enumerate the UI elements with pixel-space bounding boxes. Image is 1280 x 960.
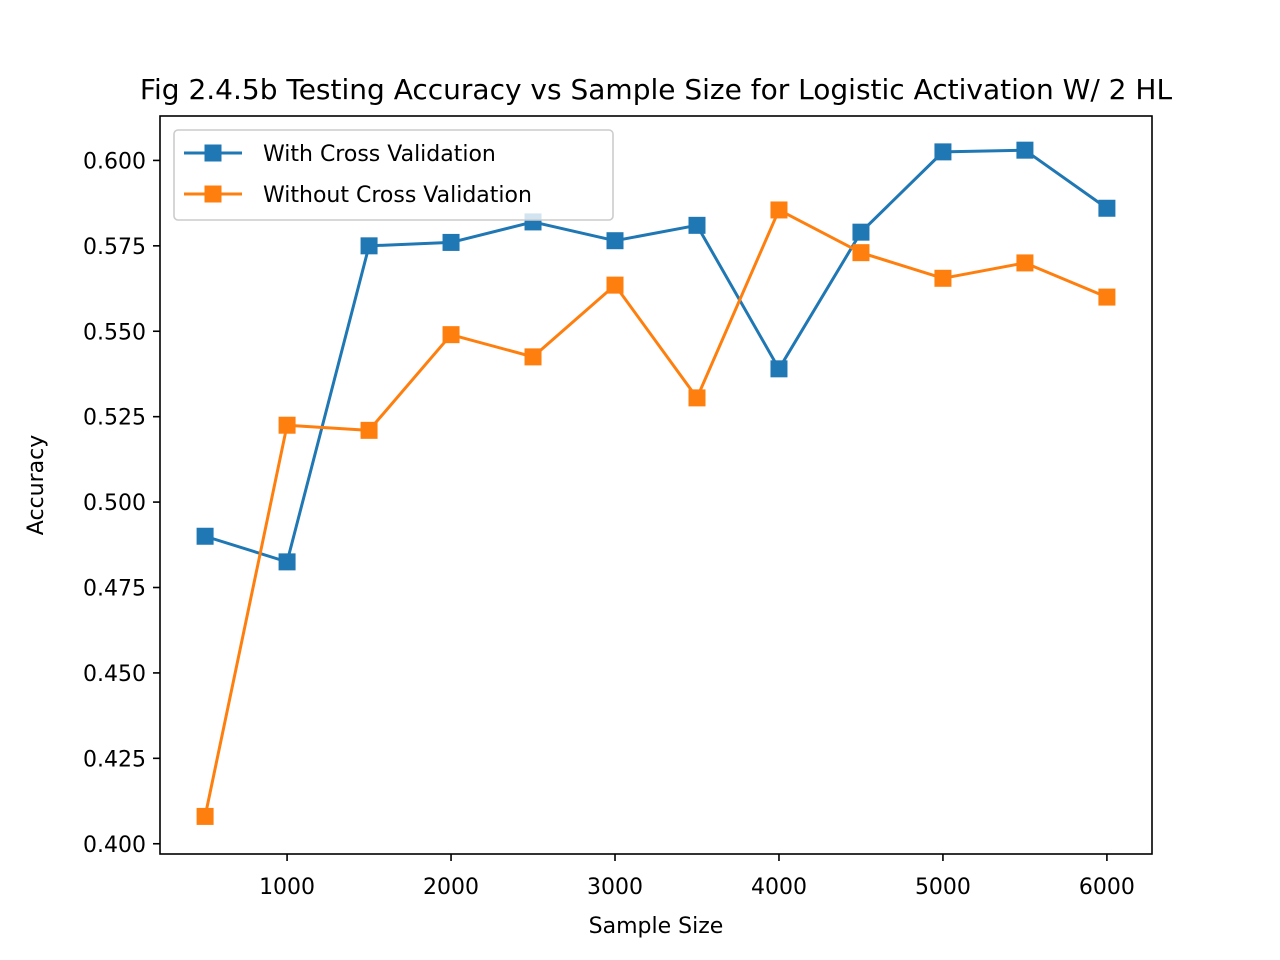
chart-title: Fig 2.4.5b Testing Accuracy vs Sample Si… (140, 73, 1173, 106)
series-line (204, 148, 1108, 564)
data-point (1098, 199, 1116, 217)
data-point (852, 223, 870, 241)
data-point (278, 416, 296, 434)
data-point (770, 360, 788, 378)
data-point (278, 553, 296, 571)
legend-label: With Cross Validation (263, 142, 496, 167)
y-tick-label: 0.600 (83, 149, 146, 174)
y-axis-title: Accuracy (24, 435, 49, 535)
data-point (360, 421, 378, 439)
data-point (442, 233, 460, 251)
data-point (688, 389, 706, 407)
series-2 (196, 201, 1116, 825)
data-point (1098, 288, 1116, 306)
y-tick-label: 0.500 (83, 491, 146, 516)
data-point (1016, 141, 1034, 159)
data-point (196, 807, 214, 825)
series-1 (196, 141, 1116, 571)
data-point (770, 201, 788, 219)
x-axis: 1000 2000 3000 4000 5000 6000 (259, 854, 1135, 900)
series-line (203, 208, 1108, 817)
y-tick-label: 0.425 (83, 747, 146, 772)
x-tick-label: 5000 (915, 875, 971, 900)
data-point (934, 143, 952, 161)
data-point (934, 269, 952, 287)
x-axis-title: Sample Size (589, 914, 724, 939)
data-point (688, 216, 706, 234)
data-point (442, 326, 460, 344)
plot-area (160, 116, 1152, 854)
legend-marker (204, 185, 222, 203)
data-point (360, 237, 378, 255)
legend-item: Without Cross Validation (184, 183, 532, 208)
x-tick-label: 4000 (751, 875, 807, 900)
y-axis: 0.400 0.425 0.450 0.475 0.500 0.525 0.550 0.575… (83, 149, 160, 858)
legend-item: With Cross Validation (184, 142, 496, 167)
legend: With Cross Validation Without Cross Valid… (173, 129, 614, 221)
y-tick-label: 0.475 (83, 577, 146, 602)
legend-box (173, 129, 614, 221)
x-tick-label: 3000 (587, 875, 643, 900)
data-point (852, 244, 870, 262)
y-tick-label: 0.525 (83, 406, 146, 431)
x-tick-label: 6000 (1079, 875, 1135, 900)
y-tick-label: 0.450 (83, 662, 146, 687)
legend-label: Without Cross Validation (263, 183, 532, 208)
data-point (1016, 254, 1034, 272)
x-tick-label: 2000 (423, 875, 479, 900)
y-tick-label: 0.400 (83, 833, 146, 858)
series-layer (196, 141, 1116, 825)
x-tick-label: 1000 (259, 875, 315, 900)
y-tick-label: 0.550 (83, 320, 146, 345)
plot-frame (159, 115, 1153, 855)
data-point (196, 527, 214, 545)
legend-marker (204, 144, 222, 162)
data-point (606, 232, 624, 250)
y-tick-label: 0.575 (83, 235, 146, 260)
data-point (606, 276, 624, 294)
data-point (524, 348, 542, 366)
